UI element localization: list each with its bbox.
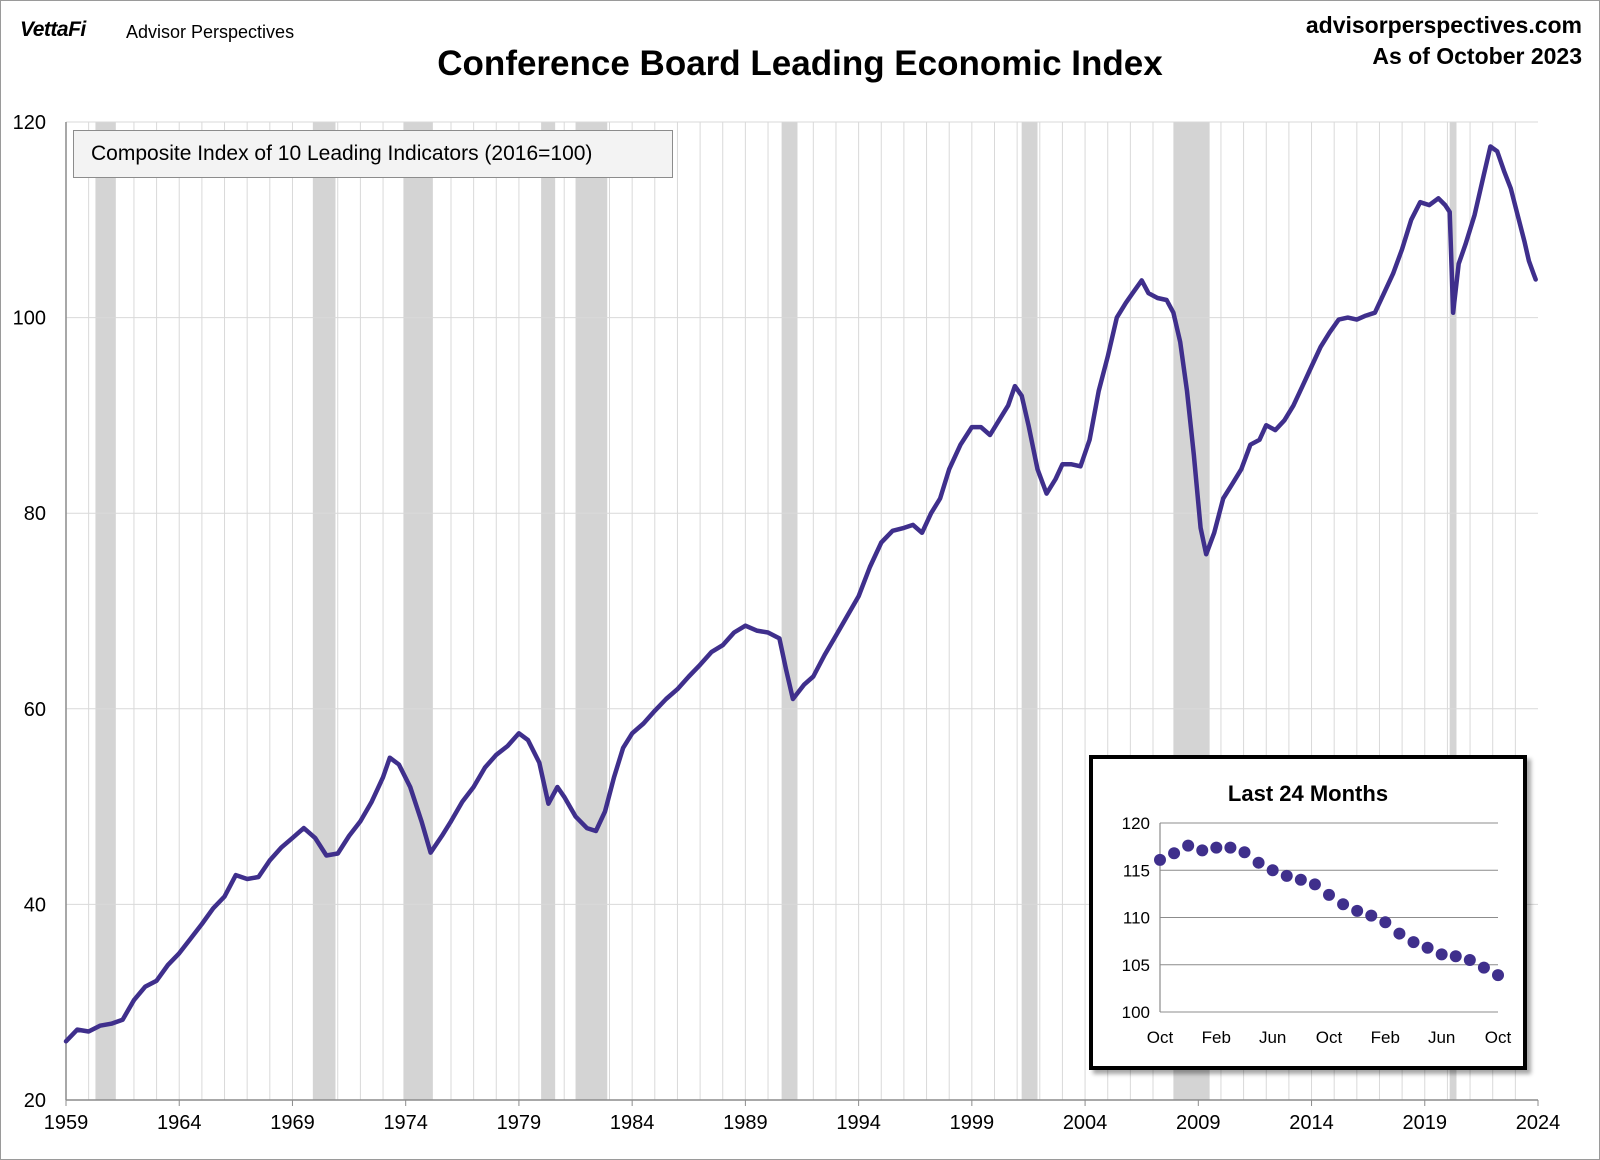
inset-data-point	[1393, 927, 1406, 940]
inset-data-point	[1435, 948, 1448, 961]
x-tick-label: 1984	[610, 1112, 655, 1134]
inset-x-tick-label: Oct	[1485, 1028, 1512, 1047]
recession-band	[781, 122, 798, 1100]
recession-band	[403, 122, 433, 1100]
recession-band	[541, 122, 556, 1100]
x-tick-label: 1974	[383, 1112, 428, 1134]
series-legend: Composite Index of 10 Leading Indicators…	[73, 130, 673, 178]
inset-data-point	[1351, 904, 1364, 917]
brand-subtitle: Advisor Perspectives	[126, 22, 295, 42]
inset-data-point	[1365, 909, 1378, 922]
inset-data-point	[1463, 954, 1476, 967]
inset-data-point	[1224, 841, 1237, 854]
inset-data-point	[1280, 869, 1293, 882]
x-tick-label: 1999	[950, 1112, 995, 1134]
inset-y-tick-label: 120	[1122, 814, 1150, 833]
inset-x-tick-label: Feb	[1371, 1028, 1400, 1047]
inset-x-tick-label: Jun	[1259, 1028, 1286, 1047]
as-of-date: As of October 2023	[1372, 43, 1582, 69]
y-tick-label: 120	[13, 112, 46, 134]
recession-band	[1021, 122, 1038, 1100]
inset-data-point	[1294, 873, 1307, 886]
brand-logo: VettaFi	[20, 18, 86, 41]
inset-data-point	[1421, 941, 1434, 954]
x-tick-label: 1959	[44, 1112, 89, 1134]
x-tick-label: 1969	[270, 1112, 315, 1134]
recession-band	[312, 122, 336, 1100]
inset-x-tick-label: Oct	[1147, 1028, 1174, 1047]
inset-data-point	[1266, 864, 1279, 877]
inset-data-point	[1210, 841, 1223, 854]
x-tick-label: 1989	[723, 1112, 768, 1134]
recession-band	[95, 122, 116, 1100]
x-tick-label: 1979	[497, 1112, 542, 1134]
inset-data-point	[1308, 878, 1321, 891]
inset-data-point	[1449, 950, 1462, 963]
y-tick-label: 60	[24, 699, 46, 721]
inset-y-tick-label: 100	[1122, 1003, 1150, 1022]
inset-data-point	[1492, 969, 1504, 982]
inset-data-point	[1379, 916, 1392, 929]
inset-data-point	[1168, 847, 1181, 860]
inset-chart: 100 105 110 115 120 Oct Feb Jun Oct Feb Jun Oct	[1122, 814, 1512, 1047]
y-tick-label: 40	[24, 894, 46, 916]
inset-data-point	[1477, 961, 1490, 974]
inset-title: Last 24 Months	[1227, 781, 1389, 806]
inset-x-tick-label: Jun	[1428, 1028, 1455, 1047]
x-tick-label: 2014	[1289, 1112, 1334, 1134]
x-tick-label: 2009	[1176, 1112, 1221, 1134]
recession-band	[1449, 122, 1457, 1100]
y-tick-label: 80	[24, 503, 46, 525]
inset-panel: 100 105 110 115 120 Oct Feb Jun Oct Feb Jun Oct Las…	[1089, 755, 1527, 1070]
inset-x-tick-label: Feb	[1202, 1028, 1231, 1047]
inset-x-tick-label: Oct	[1316, 1028, 1343, 1047]
x-tick-label: 2004	[1063, 1112, 1108, 1134]
x-tick-label: 1964	[157, 1112, 202, 1134]
site-url: advisorperspectives.com	[1305, 12, 1582, 38]
inset-data-point	[1252, 856, 1265, 869]
y-tick-label: 100	[13, 308, 46, 330]
inset-data-point	[1196, 844, 1209, 857]
x-tick-label: 2024	[1516, 1112, 1561, 1134]
inset-data-point	[1238, 846, 1251, 859]
inset-y-tick-label: 105	[1122, 956, 1150, 975]
inset-data-point	[1323, 888, 1335, 901]
y-tick-label: 20	[24, 1090, 46, 1112]
x-tick-label: 2019	[1403, 1112, 1448, 1134]
recession-band	[575, 122, 608, 1100]
inset-data-point	[1337, 898, 1350, 911]
inset-y-tick-label: 110	[1123, 909, 1150, 928]
x-tick-label: 1994	[836, 1112, 881, 1134]
inset-data-point	[1154, 853, 1166, 866]
lei-series-line	[63, 144, 1538, 1044]
chart-title: Conference Board Leading Economic Index	[437, 44, 1163, 83]
inset-y-tick-label: 115	[1123, 861, 1150, 880]
inset-data-point	[1182, 839, 1195, 852]
inset-data-point	[1407, 936, 1420, 949]
